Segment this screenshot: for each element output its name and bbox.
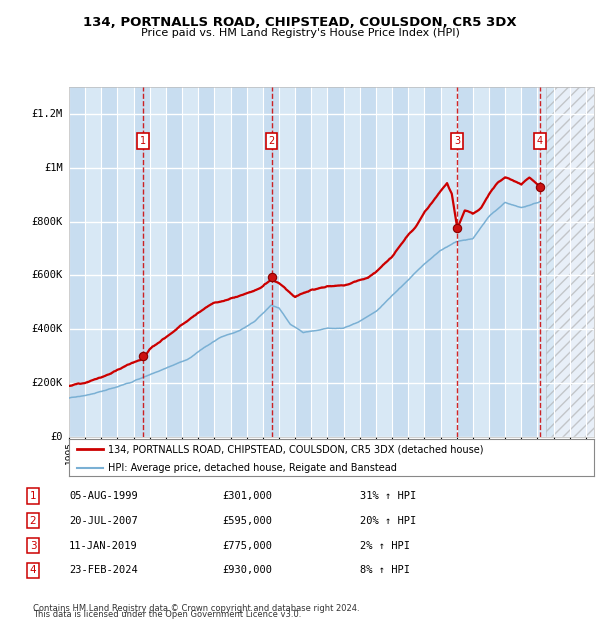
Bar: [505, 87, 521, 437]
Bar: [408, 87, 424, 437]
Text: £930,000: £930,000: [222, 565, 272, 575]
Text: 1: 1: [29, 491, 37, 501]
Bar: [166, 87, 182, 437]
Bar: [279, 87, 295, 437]
Text: 05-AUG-1999: 05-AUG-1999: [69, 491, 138, 501]
Text: Price paid vs. HM Land Registry's House Price Index (HPI): Price paid vs. HM Land Registry's House …: [140, 28, 460, 38]
Bar: [263, 87, 279, 437]
Text: £595,000: £595,000: [222, 516, 272, 526]
Text: 134, PORTNALLS ROAD, CHIPSTEAD, COULSDON, CR5 3DX: 134, PORTNALLS ROAD, CHIPSTEAD, COULSDON…: [83, 16, 517, 29]
Bar: [118, 87, 134, 437]
Bar: [247, 87, 263, 437]
Bar: [101, 87, 118, 437]
Text: 2: 2: [268, 136, 275, 146]
Text: £301,000: £301,000: [222, 491, 272, 501]
Text: 20-JUL-2007: 20-JUL-2007: [69, 516, 138, 526]
Bar: [360, 87, 376, 437]
Text: 11-JAN-2019: 11-JAN-2019: [69, 541, 138, 551]
Bar: [424, 87, 440, 437]
Text: 2: 2: [29, 516, 37, 526]
Bar: [538, 87, 554, 437]
Text: 134, PORTNALLS ROAD, CHIPSTEAD, COULSDON, CR5 3DX (detached house): 134, PORTNALLS ROAD, CHIPSTEAD, COULSDON…: [109, 445, 484, 454]
Bar: [457, 87, 473, 437]
Bar: [198, 87, 214, 437]
Text: 8% ↑ HPI: 8% ↑ HPI: [360, 565, 410, 575]
Text: 20% ↑ HPI: 20% ↑ HPI: [360, 516, 416, 526]
Text: £1.2M: £1.2M: [31, 108, 63, 119]
Text: £1M: £1M: [44, 162, 63, 172]
Text: 31% ↑ HPI: 31% ↑ HPI: [360, 491, 416, 501]
Bar: [376, 87, 392, 437]
Bar: [545, 87, 594, 437]
Bar: [440, 87, 457, 437]
Text: £800K: £800K: [31, 216, 63, 226]
Text: 2% ↑ HPI: 2% ↑ HPI: [360, 541, 410, 551]
Bar: [69, 87, 85, 437]
Bar: [311, 87, 328, 437]
Text: 4: 4: [29, 565, 37, 575]
Text: £0: £0: [50, 432, 63, 442]
Bar: [521, 87, 538, 437]
Bar: [182, 87, 198, 437]
Bar: [214, 87, 230, 437]
Text: £400K: £400K: [31, 324, 63, 334]
Bar: [150, 87, 166, 437]
Bar: [344, 87, 360, 437]
Bar: [230, 87, 247, 437]
Bar: [295, 87, 311, 437]
Text: HPI: Average price, detached house, Reigate and Banstead: HPI: Average price, detached house, Reig…: [109, 463, 397, 473]
Text: 23-FEB-2024: 23-FEB-2024: [69, 565, 138, 575]
Text: 3: 3: [454, 136, 460, 146]
Bar: [85, 87, 101, 437]
Text: 1: 1: [140, 136, 146, 146]
Text: £775,000: £775,000: [222, 541, 272, 551]
Text: £200K: £200K: [31, 378, 63, 388]
Bar: [473, 87, 489, 437]
Bar: [554, 87, 594, 437]
Bar: [392, 87, 408, 437]
Text: Contains HM Land Registry data © Crown copyright and database right 2024.: Contains HM Land Registry data © Crown c…: [33, 603, 359, 613]
Bar: [489, 87, 505, 437]
Text: £600K: £600K: [31, 270, 63, 280]
Text: 4: 4: [536, 136, 543, 146]
Bar: [134, 87, 150, 437]
Text: This data is licensed under the Open Government Licence v3.0.: This data is licensed under the Open Gov…: [33, 609, 301, 619]
Text: 3: 3: [29, 541, 37, 551]
Bar: [328, 87, 344, 437]
